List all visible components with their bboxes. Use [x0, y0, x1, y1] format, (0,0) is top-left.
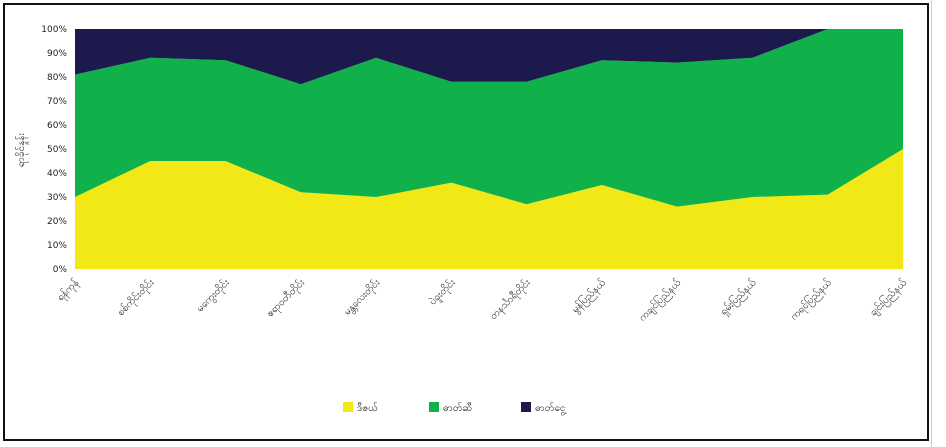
y-tick-label: 0%	[53, 265, 68, 275]
x-tick-label: ကချင်ပြည်နယ်	[635, 275, 685, 325]
area-series-1	[75, 149, 903, 269]
legend-label: ဓာတ်ဆီ	[443, 401, 472, 414]
legend: ဒီဇယ် ဓာတ်ဆီ ဓာတ်ငွေ့	[343, 401, 568, 416]
y-tick-label: 20%	[47, 217, 67, 227]
y-tick-label: 40%	[47, 169, 67, 179]
x-tick-label: ကရင်ပြည်နယ်	[786, 275, 835, 324]
x-tick-label: မကွေးတိုင်း	[193, 276, 233, 316]
y-tick-label: 100%	[41, 25, 67, 35]
legend-label: ဒီဇယ်	[357, 401, 378, 414]
legend-swatch	[521, 402, 531, 412]
area-series-2	[75, 29, 903, 207]
legend-swatch	[343, 402, 353, 412]
x-tick-label: ပဲခူးတိုင်း	[426, 276, 459, 309]
area-series-group	[75, 29, 903, 269]
x-tick-label: ဧရာဝတီတိုင်း	[263, 276, 308, 321]
y-tick-label: 60%	[47, 121, 67, 131]
x-tick-label: စစ်ကိုင်းတိုင်း	[114, 276, 158, 320]
x-axis-ticks: ရန်ကုန် စစ်ကိုင်းတိုင်း မကွေးတိုင်း ဧရာဝတီတ…	[54, 275, 911, 325]
page-edge-strip	[931, 0, 946, 447]
y-tick-label: 70%	[47, 97, 67, 107]
x-tick-label: မန္တလေးတိုင်း	[340, 276, 383, 319]
y-tick-label: 10%	[47, 241, 67, 251]
y-tick-label: 80%	[47, 73, 67, 83]
x-tick-label: ချင်းပြည်နယ်	[866, 275, 911, 320]
y-tick-label: 30%	[47, 193, 67, 203]
legend-label: ဓာတ်ငွေ့	[535, 401, 568, 416]
area-series-3	[75, 29, 903, 85]
legend-swatch	[429, 402, 439, 412]
y-axis-ticks: 0% 10% 20% 30% 40% 50% 60% 70% 80% 90% 100%	[41, 25, 67, 275]
x-tick-label: တနင်္သာရီတိုင်း	[487, 276, 535, 324]
x-tick-label: မွန်ပြည်နယ်	[568, 275, 610, 317]
y-tick-label: 50%	[47, 145, 67, 155]
y-axis-label: ရာခိုင်နှုန်း	[14, 133, 29, 167]
x-tick-label: ရှမ်းပြည်နယ်	[716, 275, 760, 319]
x-tick-label: ရန်ကုန်	[54, 276, 83, 305]
y-tick-label: 90%	[47, 49, 67, 59]
